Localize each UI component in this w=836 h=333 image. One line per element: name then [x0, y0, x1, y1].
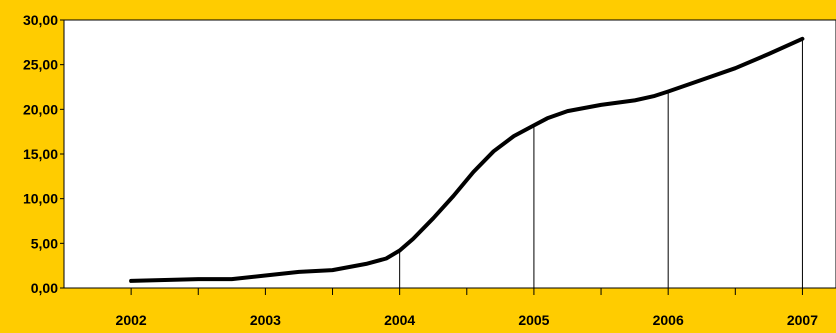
- y-axis: 0,00 5,00 10,00 15,00 20,00 25,00 30,00: [23, 12, 64, 296]
- y-tick-label: 5,00: [31, 235, 58, 251]
- y-tick-label: 15,00: [23, 146, 58, 162]
- x-axis: 2002 2003 2004 2005 2006 2007: [116, 288, 818, 328]
- x-tick-label: 2002: [116, 312, 147, 328]
- x-tick-label: 2007: [787, 312, 818, 328]
- y-tick-label: 30,00: [23, 12, 58, 28]
- series-group: [129, 36, 805, 283]
- x-tick-label: 2004: [384, 312, 415, 328]
- plot-area: [63, 19, 836, 289]
- drop-lines: [399, 38, 803, 288]
- y-tick-label: 10,00: [23, 191, 58, 207]
- y-tick-label: 25,00: [23, 57, 58, 73]
- x-tick-label: 2006: [653, 312, 684, 328]
- x-tick-label: 2003: [250, 312, 281, 328]
- x-tick-label: 2005: [518, 312, 549, 328]
- y-tick-label: 20,00: [23, 101, 58, 117]
- y-tick-label: 0,00: [31, 280, 58, 296]
- series-line: [129, 36, 805, 283]
